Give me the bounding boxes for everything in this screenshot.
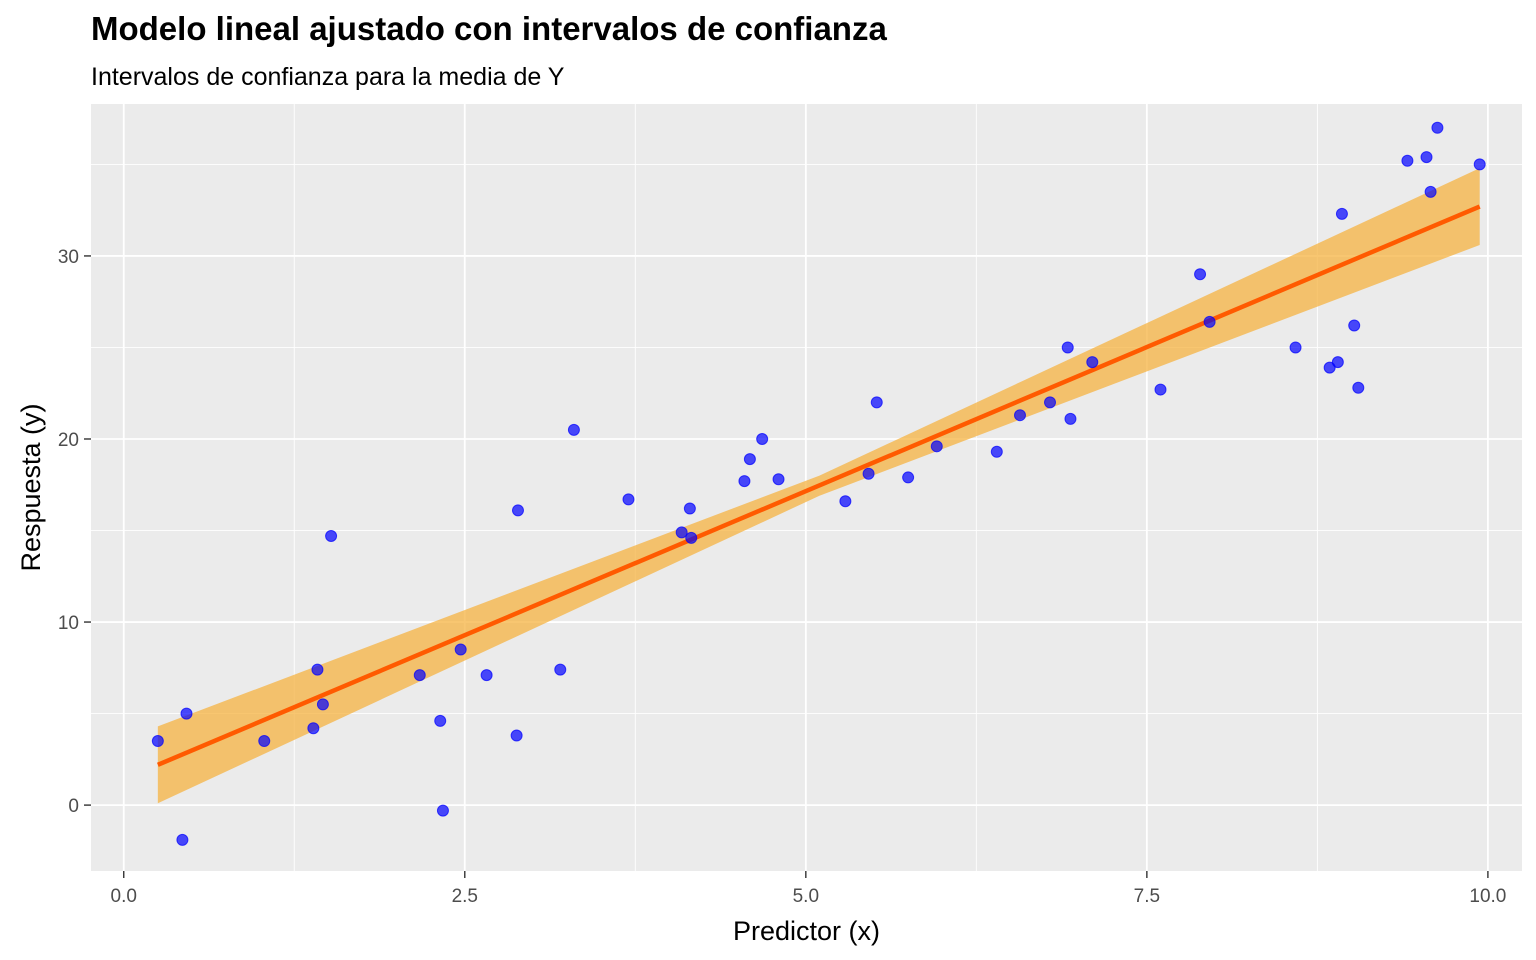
data-point xyxy=(1064,412,1077,425)
data-point xyxy=(434,714,447,727)
data-point xyxy=(325,530,338,543)
y-tick-label: 20 xyxy=(58,430,79,451)
chart-subtitle: Intervalos de confianza para la media de… xyxy=(91,63,565,91)
x-tick-label: 0.0 xyxy=(111,886,137,907)
data-point xyxy=(1473,158,1486,171)
data-point xyxy=(307,722,320,735)
data-points xyxy=(151,121,1486,846)
data-point xyxy=(1431,121,1444,134)
data-point xyxy=(1323,361,1336,374)
data-point xyxy=(1086,356,1099,369)
data-point xyxy=(567,423,580,436)
data-point xyxy=(930,440,943,453)
grid-major xyxy=(91,104,1522,871)
data-point xyxy=(1420,151,1433,164)
data-point xyxy=(413,669,426,682)
data-point xyxy=(1331,356,1344,369)
x-axis-title: Predictor (x) xyxy=(733,916,880,946)
data-point xyxy=(180,707,193,720)
data-point xyxy=(756,432,769,445)
data-point xyxy=(1335,207,1348,220)
data-point xyxy=(436,804,449,817)
data-point xyxy=(870,396,883,409)
x-tick-label: 5.0 xyxy=(793,886,819,907)
data-point xyxy=(1061,341,1074,354)
data-point xyxy=(151,735,164,748)
data-point xyxy=(902,471,915,484)
data-point xyxy=(1352,381,1365,394)
data-point xyxy=(738,475,751,488)
data-point xyxy=(1194,268,1207,281)
y-tick-label: 30 xyxy=(58,247,79,268)
data-point xyxy=(990,445,1003,458)
x-axis: 0.0 2.5 5.0 7.5 10.0 xyxy=(111,871,1506,907)
x-tick-label: 2.5 xyxy=(452,886,478,907)
y-axis: 0 10 20 30 xyxy=(58,247,91,817)
data-point xyxy=(510,729,523,742)
y-tick-label: 0 xyxy=(68,796,79,817)
data-point xyxy=(839,495,852,508)
data-point xyxy=(743,453,756,466)
data-point xyxy=(1203,315,1216,328)
data-point xyxy=(554,663,567,676)
y-axis-title: Respuesta (y) xyxy=(16,403,46,571)
data-point xyxy=(480,669,493,682)
data-point xyxy=(685,531,698,544)
x-tick-label: 10.0 xyxy=(1469,886,1506,907)
data-point xyxy=(683,502,696,515)
data-point xyxy=(1348,319,1361,332)
data-point xyxy=(258,735,271,748)
data-point xyxy=(316,698,329,711)
data-point xyxy=(1044,396,1057,409)
data-point xyxy=(454,643,467,656)
data-point xyxy=(772,473,785,486)
data-point xyxy=(622,493,635,506)
data-point xyxy=(862,467,875,480)
data-point xyxy=(511,504,524,517)
y-tick-label: 10 xyxy=(58,613,79,634)
data-point xyxy=(1424,185,1437,198)
data-point xyxy=(1013,409,1026,422)
data-point xyxy=(1289,341,1302,354)
fit-line xyxy=(156,204,1481,767)
data-point xyxy=(1154,383,1167,396)
data-point xyxy=(675,526,688,539)
data-point xyxy=(1401,154,1414,167)
data-point xyxy=(311,663,324,676)
data-point xyxy=(176,833,189,846)
x-tick-label: 7.5 xyxy=(1134,886,1160,907)
chart-title: Modelo lineal ajustado con intervalos de… xyxy=(91,10,887,47)
